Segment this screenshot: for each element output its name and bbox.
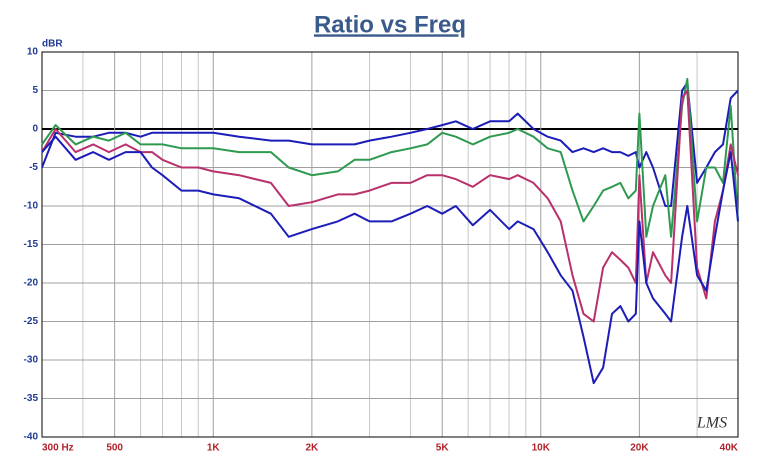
watermark: LMS [696, 415, 727, 432]
x-tick-label: 20K [630, 443, 649, 454]
y-tick-label: -15 [24, 239, 39, 250]
y-tick-label: -35 [24, 393, 39, 404]
x-tick-label: 300 Hz [42, 443, 74, 454]
y-tick-label: -10 [24, 201, 39, 212]
y-tick-label: -5 [29, 162, 38, 173]
series-line [41, 89, 739, 323]
y-tick-label: 10 [27, 47, 39, 58]
y-tick-label: 0 [32, 124, 38, 135]
x-tick-label: 2K [305, 443, 319, 454]
y-tick-label: -25 [24, 316, 39, 327]
y-tick-label: 5 [32, 85, 38, 96]
y-axis-label: dBR [42, 39, 63, 50]
x-tick-label: 10K [532, 443, 551, 454]
x-tick-label: 500 [106, 443, 123, 454]
chart-title: Ratio vs Freq [314, 11, 466, 38]
series-line [41, 77, 739, 238]
series-line [41, 135, 739, 385]
plot-frame [41, 51, 739, 438]
x-tick-label: 40K [720, 443, 739, 454]
y-tick-label: -40 [24, 432, 39, 443]
y-tick-label: -30 [24, 355, 39, 366]
x-tick-label: 1K [207, 443, 221, 454]
y-tick-label: -20 [24, 278, 39, 289]
x-tick-label: 5K [436, 443, 450, 454]
